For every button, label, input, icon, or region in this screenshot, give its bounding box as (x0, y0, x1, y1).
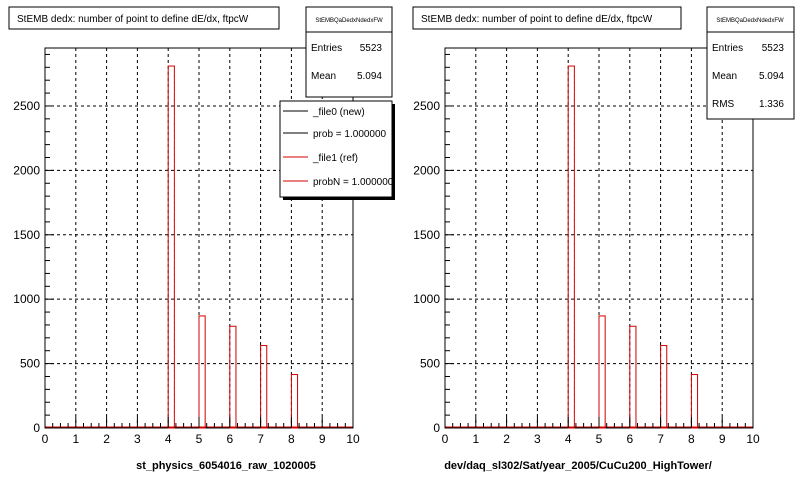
left-x-tick-label: 1 (72, 432, 79, 446)
left-x-tick-label: 5 (196, 432, 203, 446)
right-stats-box: StEMBQaDedxNdedxFW Entries 5523 Mean 5.0… (706, 6, 795, 120)
right-y-tick-label: 0 (433, 421, 440, 435)
left-stats-mean-label: Mean (311, 71, 336, 82)
right-bar-x8 (690, 374, 699, 429)
right-stats-mean-value: 5.094 (759, 71, 784, 82)
left-x-tick-label: 10 (346, 432, 360, 446)
right-bars (445, 65, 753, 429)
right-y-tick-label: 1000 (413, 292, 440, 306)
right-title-box (412, 6, 682, 30)
right-stats-rms-value: 1.336 (759, 99, 784, 110)
right-x-tick-label: 1 (472, 432, 479, 446)
right-x-tick-label: 4 (565, 432, 572, 446)
legend-entry-file0: _file0 (new) (312, 107, 365, 118)
legend-entry-file1: _file1 (ref) (312, 153, 358, 164)
right-chart-title: StEMB dedx: number of point to define dE… (421, 14, 653, 25)
left-x-axis-label: st_physics_6054016_raw_1020005 (136, 460, 316, 472)
right-x-tick-label: 3 (534, 432, 541, 446)
right-x-tick-label: 9 (719, 432, 726, 446)
right-stats-rms-label: RMS (712, 99, 735, 110)
left-stats-title: StEMBQaDedxNdedxFW (315, 18, 383, 24)
right-bar-x6 (629, 325, 637, 429)
left-y-tick-label: 2500 (13, 99, 40, 113)
right-bar-x7 (660, 345, 668, 429)
left-panel: 0 1 2 3 4 5 6 7 8 9 10 0 500 1000 1500 2000 2500 StEMB d… (8, 6, 395, 472)
left-x-tick-label: 8 (288, 432, 295, 446)
right-panel: 0 1 2 3 4 5 6 7 8 9 10 0 500 1000 1500 2000 2500 StEMB d… (412, 6, 795, 472)
left-stats-entries-label: Entries (311, 43, 342, 54)
left-bar-x8 (290, 374, 299, 429)
left-x-tick-label: 2 (103, 432, 110, 446)
left-bar-x4 (167, 65, 175, 429)
left-x-tick-label: 7 (257, 432, 264, 446)
right-stats-entries-value: 5523 (762, 43, 785, 54)
right-stats-mean-label: Mean (712, 71, 737, 82)
left-stats-box: StEMBQaDedxNdedxFW Entries 5523 Mean 5.0… (305, 6, 393, 98)
right-bar-x4 (567, 65, 575, 429)
right-y-tick-label: 500 (420, 357, 440, 371)
left-bar-x5 (198, 315, 206, 429)
right-bar-x5 (598, 315, 606, 429)
left-x-tick-label: 6 (226, 432, 233, 446)
left-y-tick-label: 0 (33, 421, 40, 435)
left-x-tick-label: 0 (42, 432, 49, 446)
right-x-tick-label: 2 (503, 432, 510, 446)
legend-entry-prob: prob = 1.000000 (313, 129, 387, 140)
right-stats-entries-label: Entries (712, 43, 743, 54)
right-y-tick-label: 2500 (413, 99, 440, 113)
left-x-tick-label: 3 (134, 432, 141, 446)
left-y-tick-label: 1500 (13, 228, 40, 242)
left-y-tick-label: 2000 (13, 163, 40, 177)
right-y-tick-label: 2000 (413, 163, 440, 177)
left-bar-x7 (260, 345, 268, 429)
legend-entry-probN: probN = 1.000000 (313, 177, 394, 188)
left-y-tick-label: 500 (20, 357, 40, 371)
left-legend: _file0 (new) prob = 1.000000 _file1 (ref… (279, 100, 395, 200)
left-chart-title: StEMB dedx: number of point to define dE… (17, 14, 249, 25)
right-y-tick-label: 1500 (413, 228, 440, 242)
right-stats-title: StEMBQaDedxNdedxFW (716, 18, 784, 24)
left-stats-entries-value: 5523 (360, 43, 383, 54)
left-axes: 0 1 2 3 4 5 6 7 8 9 10 0 500 1000 1500 2000 2500 (13, 53, 360, 446)
right-x-tick-label: 7 (657, 432, 664, 446)
right-x-tick-label: 10 (746, 432, 760, 446)
left-stats-mean-value: 5.094 (357, 71, 382, 82)
left-title-box (8, 6, 280, 30)
right-x-tick-label: 0 (442, 432, 449, 446)
left-x-tick-label: 4 (165, 432, 172, 446)
right-x-tick-label: 8 (688, 432, 695, 446)
right-x-tick-label: 5 (596, 432, 603, 446)
right-x-tick-label: 6 (626, 432, 633, 446)
left-bar-x6 (229, 325, 237, 429)
right-axes: 0 1 2 3 4 5 6 7 8 9 10 0 500 1000 1500 2000 2500 (413, 53, 760, 446)
left-x-tick-label: 9 (319, 432, 326, 446)
left-y-tick-label: 1000 (13, 292, 40, 306)
right-x-axis-label: dev/daq_sl302/Sat/year_2005/CuCu200_High… (444, 460, 712, 472)
